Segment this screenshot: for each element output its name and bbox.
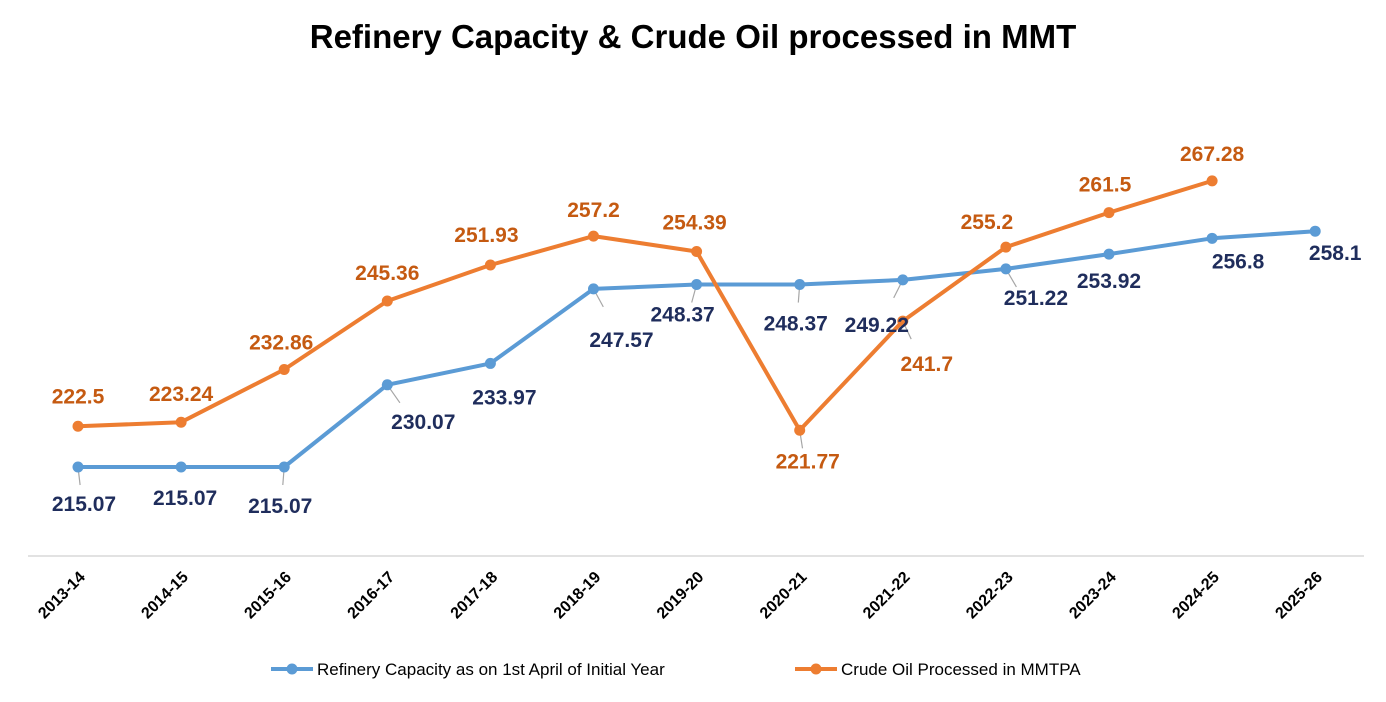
data-label: 251.93 — [454, 224, 518, 247]
data-point — [1000, 241, 1012, 253]
data-labels: 215.07 215.07 215.07230.07233.97247.57248.… — [52, 143, 1362, 518]
data-points — [72, 175, 1321, 473]
leader-lines — [77, 268, 1017, 486]
data-label: 215.07 — [248, 495, 312, 518]
data-label: 261.5 — [1079, 174, 1132, 197]
data-point — [381, 379, 393, 391]
data-label: 255.2 — [961, 211, 1014, 234]
data-point — [278, 364, 290, 376]
data-label: 254.39 — [662, 212, 726, 235]
data-point — [484, 357, 496, 369]
data-label: 241.7 — [901, 353, 954, 376]
legend-swatch-marker — [810, 663, 822, 675]
x-tick-label: 2025-26 — [1272, 569, 1326, 623]
data-label: 258.1 — [1309, 242, 1362, 265]
x-tick-label: 2013-14 — [35, 569, 89, 623]
data-label: 233.97 — [472, 386, 536, 409]
data-point — [175, 461, 187, 473]
data-label: 247.57 — [589, 329, 653, 352]
legend-label-1: Refinery Capacity as on 1st April of Ini… — [317, 660, 665, 679]
x-tick-label: 2023-24 — [1066, 569, 1120, 623]
data-label: 267.28 — [1180, 143, 1245, 166]
x-tick-label: 2016-17 — [345, 569, 399, 623]
legend-label-2: Crude Oil Processed in MMTPA — [841, 660, 1081, 679]
data-label: 249.22 — [845, 314, 909, 337]
data-point — [691, 279, 703, 291]
data-label: 232.86 — [249, 332, 313, 355]
data-point — [691, 246, 703, 258]
data-label: 230.07 — [391, 411, 455, 434]
data-label: 251.22 — [1004, 287, 1068, 310]
data-point — [1103, 248, 1115, 260]
data-point — [72, 461, 84, 473]
data-point — [72, 420, 84, 432]
x-tick-label: 2018-19 — [551, 569, 605, 623]
x-tick-label: 2024-25 — [1169, 569, 1223, 623]
data-label: 253.92 — [1077, 270, 1141, 293]
data-label: 215.07 — [153, 487, 217, 510]
x-tick-label: 2017-18 — [448, 569, 502, 623]
data-label: 223.24 — [149, 383, 214, 406]
data-point — [175, 416, 187, 428]
data-label: 256.8 — [1212, 250, 1265, 273]
data-point — [1103, 207, 1115, 219]
data-point — [1206, 232, 1218, 244]
data-label: 257.2 — [567, 199, 620, 222]
legend-swatch-marker — [286, 663, 298, 675]
data-point — [588, 230, 599, 242]
data-point — [381, 295, 393, 307]
x-tick-label: 2015-16 — [241, 569, 295, 623]
chart-title: Refinery Capacity & Crude Oil processed … — [309, 18, 1077, 55]
data-label: 221.77 — [776, 450, 840, 473]
data-label: 245.36 — [355, 262, 419, 285]
x-tick-label: 2020-21 — [757, 569, 811, 623]
data-point — [1000, 263, 1012, 275]
x-tick-label: 2022-23 — [963, 569, 1017, 623]
data-point — [278, 461, 290, 473]
data-label: 248.37 — [764, 313, 828, 336]
data-point — [897, 274, 909, 286]
data-label: 222.5 — [52, 385, 105, 408]
data-point — [588, 283, 599, 295]
x-tick-label: 2019-20 — [654, 569, 708, 623]
x-tick-label: 2014-15 — [138, 569, 192, 623]
data-point — [897, 315, 909, 327]
legend: Refinery Capacity as on 1st April of Ini… — [271, 660, 1081, 679]
data-label: 248.37 — [650, 304, 714, 327]
data-point — [794, 424, 806, 436]
series-line-2 — [76, 178, 1215, 433]
x-tick-label: 2021-22 — [860, 569, 914, 623]
x-tick-labels: 2013-14 2014-15 2015-16 2016-17 2017-18 2018-… — [35, 569, 1326, 623]
data-point — [1309, 225, 1321, 237]
data-label: 215.07 — [52, 493, 116, 516]
data-point — [794, 279, 806, 291]
data-point — [1206, 175, 1218, 187]
data-point — [484, 259, 496, 271]
